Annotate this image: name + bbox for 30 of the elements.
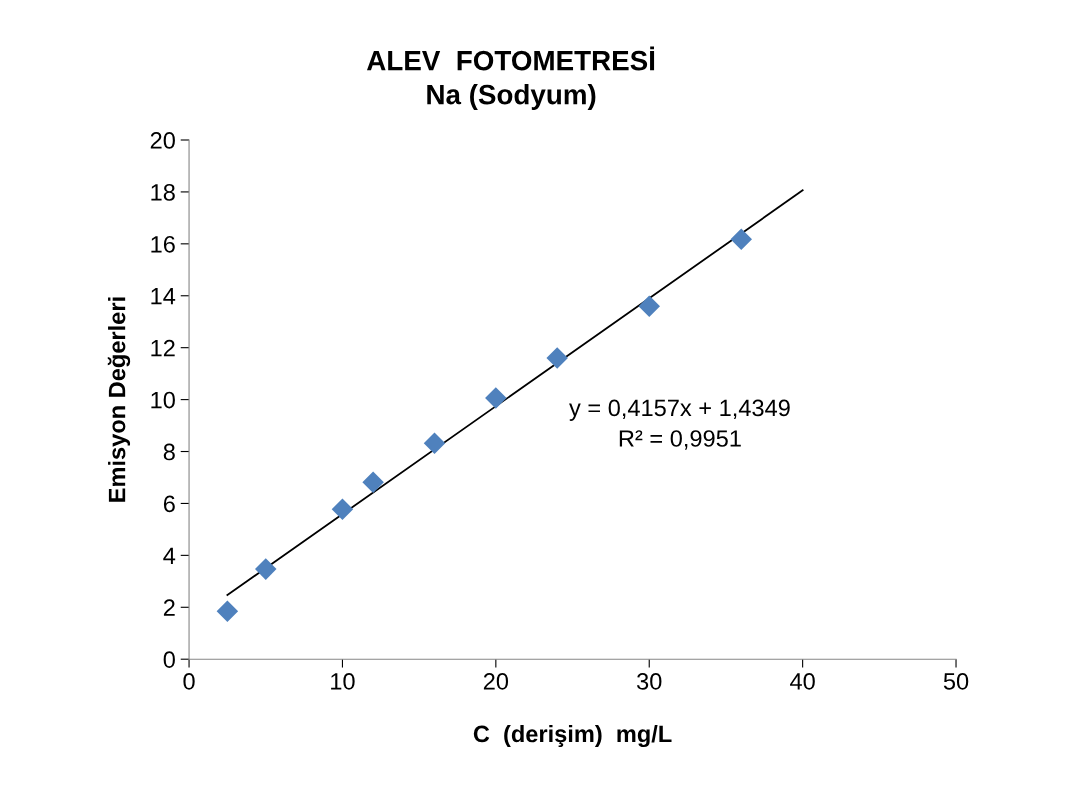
point (485, 387, 507, 409)
point (362, 471, 384, 493)
point (638, 295, 660, 317)
x-tick-label: 20 (483, 673, 509, 690)
y-tick-label: 16 (151, 235, 175, 253)
y-tick-label: 14 (151, 288, 176, 305)
x-tick-label: 40 (790, 673, 815, 690)
y-axis-title: Emisyon Değerleri (107, 297, 131, 502)
y-tick-label: 10 (151, 391, 175, 409)
y-tick-label: 0 (163, 651, 175, 668)
x-tick-label: 50 (943, 673, 969, 690)
y-tick-label: 6 (163, 495, 175, 513)
annotation: y = 0,4157x + 1,4349 R² = 0,9951 (569, 399, 790, 450)
x-tick-label: 30 (637, 673, 662, 690)
y-tick-label: 12 (151, 339, 175, 357)
point (331, 498, 354, 520)
y-tick-label: 4 (163, 547, 176, 564)
point (254, 558, 277, 580)
y-tick-label: 18 (151, 183, 175, 201)
y-tick-label: 2 (163, 599, 175, 616)
point (216, 600, 239, 622)
x-tick-label: 10 (331, 673, 355, 690)
x-tick-label: 0 (183, 673, 195, 690)
point (546, 347, 568, 369)
point (423, 432, 446, 454)
y-tick-label: 8 (163, 443, 175, 461)
point (730, 228, 753, 250)
y-tick-label: 20 (150, 132, 175, 149)
x-axis-title: C (derişim) mg/L (473, 724, 672, 748)
chart-title: ALEV FOTOMETRESİ Na (Sodyum) (366, 46, 655, 110)
